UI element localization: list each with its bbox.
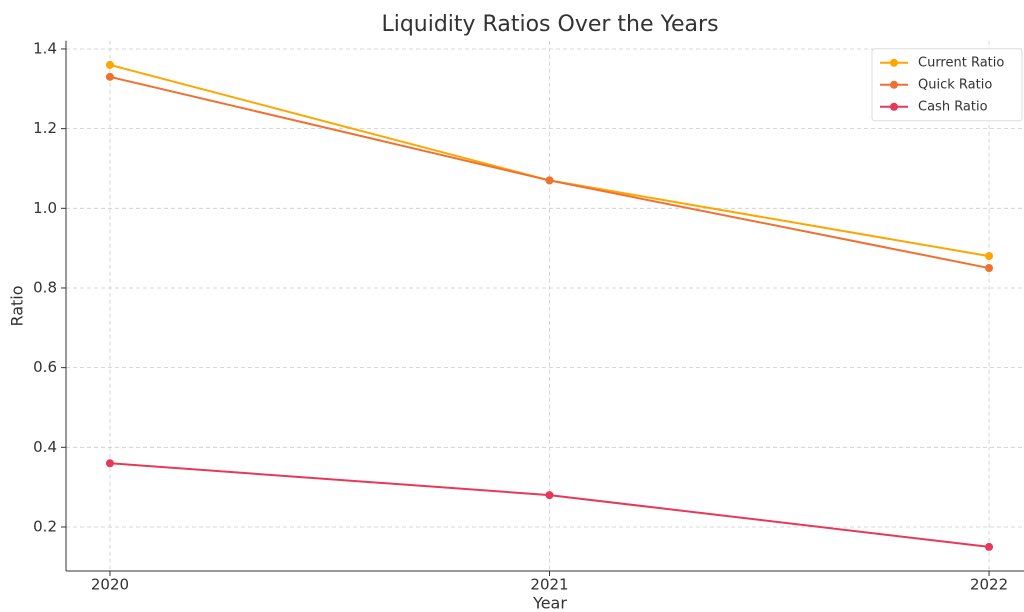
- x-tick-label: 2020: [91, 576, 129, 594]
- data-point: [985, 542, 994, 551]
- x-axis-label: Year: [532, 594, 567, 612]
- data-point: [985, 252, 994, 261]
- y-tick-label: 0.8: [33, 278, 57, 296]
- y-tick-label: 0.2: [33, 517, 57, 535]
- legend-marker: [890, 58, 898, 67]
- legend-label: Quick Ratio: [918, 77, 992, 92]
- y-tick-label: 1.2: [33, 119, 57, 137]
- legend-marker: [890, 80, 898, 89]
- data-point: [105, 459, 114, 468]
- data-point: [105, 72, 114, 81]
- data-point: [105, 60, 114, 69]
- legend-label: Current Ratio: [918, 55, 1004, 70]
- x-tick-label: 2022: [970, 576, 1008, 594]
- legend: Current Ratio Quick Ratio Cash Ratio: [871, 48, 1023, 122]
- y-tick-label: 1.4: [33, 39, 57, 57]
- x-tick-label: 2021: [530, 576, 568, 594]
- y-tick-label: 0.4: [33, 438, 57, 456]
- y-tick-label: 0.6: [33, 358, 57, 376]
- y-axis-label: Ratio: [8, 285, 27, 326]
- legend-marker: [890, 102, 898, 111]
- data-point: [985, 264, 994, 273]
- chart-title: Liquidity Ratios Over the Years: [381, 12, 718, 37]
- y-tick-label: 1.0: [33, 199, 57, 217]
- legend-box: [871, 48, 1023, 122]
- legend-label: Cash Ratio: [918, 99, 988, 114]
- data-point: [545, 491, 554, 500]
- data-point: [545, 176, 554, 185]
